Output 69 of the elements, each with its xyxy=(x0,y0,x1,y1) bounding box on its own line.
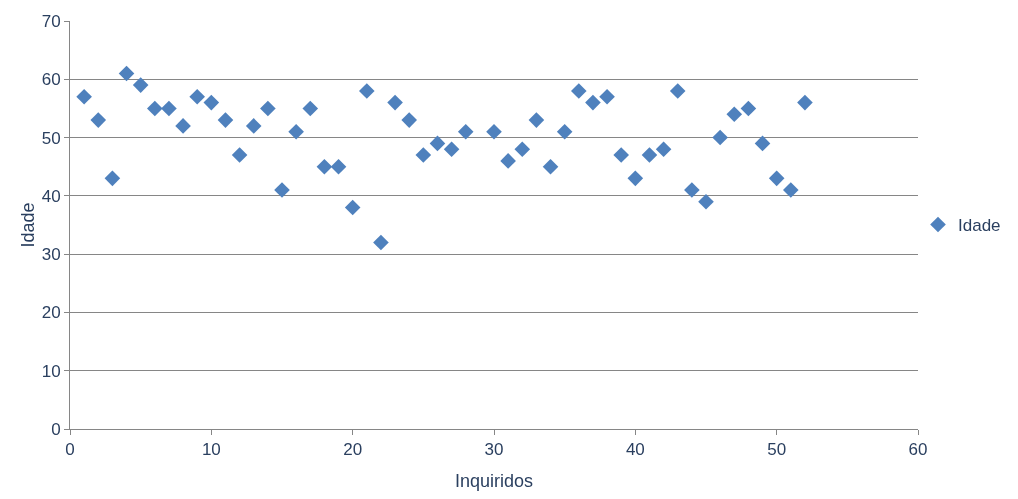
x-tick-label: 30 xyxy=(484,440,504,460)
point xyxy=(712,129,728,146)
point xyxy=(147,100,163,117)
point xyxy=(514,141,531,158)
y-tick-label: 50 xyxy=(41,128,61,148)
point xyxy=(443,141,460,158)
point xyxy=(740,100,757,117)
point xyxy=(655,141,672,158)
point xyxy=(359,83,375,99)
point xyxy=(783,182,799,198)
point xyxy=(797,94,813,111)
point xyxy=(231,147,248,163)
point xyxy=(627,170,644,187)
point xyxy=(245,118,262,134)
x-tick-label: 10 xyxy=(201,440,221,460)
point xyxy=(613,147,629,163)
point xyxy=(118,65,135,82)
x-tick-label: 20 xyxy=(343,440,363,460)
x-tick-label: 50 xyxy=(767,440,787,460)
y-tick-label: 70 xyxy=(41,11,61,31)
point xyxy=(217,112,234,128)
y-tick-label: 20 xyxy=(41,303,61,323)
point xyxy=(373,234,389,251)
y-tick-label: 10 xyxy=(41,361,61,381)
point xyxy=(698,193,714,210)
point xyxy=(387,94,403,111)
point xyxy=(457,123,474,140)
point xyxy=(189,88,205,105)
legend-label: Idade xyxy=(958,216,1001,236)
y-tick-label: 40 xyxy=(41,186,61,206)
x-tick-label: 0 xyxy=(65,440,75,460)
y-tick-label: 0 xyxy=(51,419,61,439)
point xyxy=(429,135,446,152)
point xyxy=(754,135,771,152)
point xyxy=(542,158,559,175)
point xyxy=(571,83,587,99)
point xyxy=(401,112,417,128)
point xyxy=(528,112,545,128)
point xyxy=(76,88,92,105)
point xyxy=(330,158,347,175)
point xyxy=(599,88,615,105)
point xyxy=(556,123,573,140)
point xyxy=(260,100,276,117)
point xyxy=(768,170,785,187)
point xyxy=(175,118,191,134)
y-axis-title: Idade xyxy=(17,202,38,248)
point xyxy=(316,158,333,175)
x-axis-title: Inquiridos xyxy=(454,470,534,491)
point xyxy=(161,100,177,117)
point xyxy=(344,199,361,216)
point xyxy=(669,83,686,99)
point xyxy=(684,182,700,198)
y-tick-label: 30 xyxy=(41,245,61,265)
y-tick-label: 60 xyxy=(41,70,61,90)
point xyxy=(585,94,601,111)
point xyxy=(641,147,658,163)
point xyxy=(203,94,220,111)
point xyxy=(90,112,107,128)
point xyxy=(274,182,290,198)
point xyxy=(726,106,743,123)
point xyxy=(132,77,149,93)
x-tick-label: 60 xyxy=(908,440,928,460)
point xyxy=(415,147,432,163)
point xyxy=(486,123,502,140)
x-tick-label: 40 xyxy=(625,440,645,460)
point xyxy=(288,123,304,140)
point xyxy=(500,153,516,169)
point xyxy=(104,170,121,187)
point xyxy=(302,100,319,117)
